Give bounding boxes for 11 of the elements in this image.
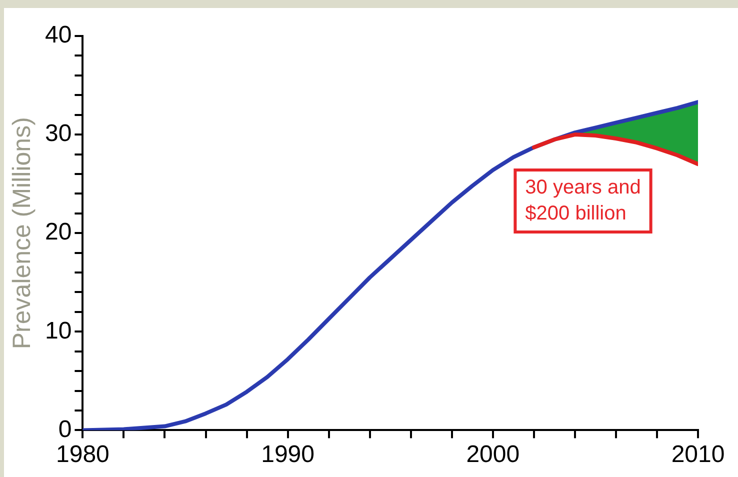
x-tick-label: 2010 [671, 441, 725, 468]
y-axis-title: Prevalence (Millions) [8, 117, 36, 350]
x-tick-label: 2000 [466, 441, 520, 468]
x-tick-label: 1990 [261, 441, 314, 468]
annotation: 30 years and $200 billion [525, 176, 641, 225]
x-tick-label: 1980 [56, 441, 110, 468]
y-tick-label: 20 [44, 218, 72, 246]
y-tick-label: 30 [44, 120, 72, 148]
y-tick-label: 0 [58, 416, 72, 443]
y-tick-label: 10 [44, 317, 72, 344]
y-tick-label: 40 [44, 22, 72, 49]
